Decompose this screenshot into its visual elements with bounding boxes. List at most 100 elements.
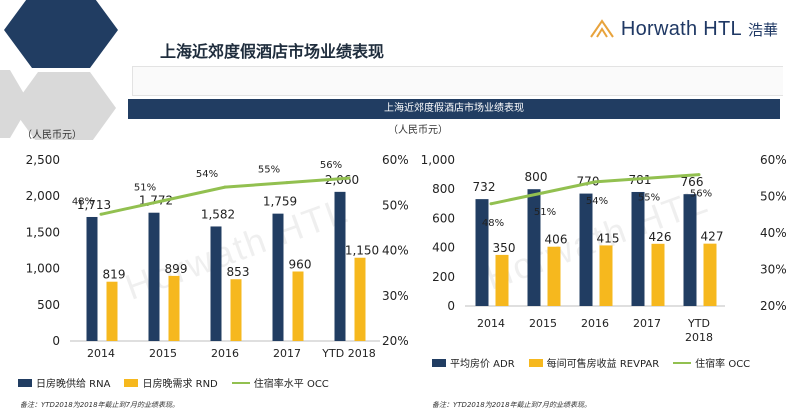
left-category-label: 2015 xyxy=(149,347,177,360)
left-y2-tick-label: 50% xyxy=(382,198,409,212)
left-y-tick-label: 1,500 xyxy=(26,225,60,239)
right-bar-navy-label: 732 xyxy=(473,180,496,194)
legend-item-rnd: 日房晚需求 RND xyxy=(124,375,218,390)
left-y-tick-label: 2,000 xyxy=(26,189,60,203)
right-bar-navy xyxy=(475,199,489,306)
right-bar-gold xyxy=(651,243,665,306)
left-unit-label: （人民币元） xyxy=(22,130,82,141)
right-occ-label: 48% xyxy=(482,218,504,229)
legend-line-green xyxy=(673,361,692,364)
right-bar-gold xyxy=(495,254,509,306)
right-unit-label: （人民币元） xyxy=(388,125,448,136)
right-bar-gold xyxy=(599,245,613,306)
right-bar-navy-label: 766 xyxy=(681,175,704,189)
right-bar-navy-label: 800 xyxy=(525,170,548,184)
legend-label-adr: 平均房价 ADR xyxy=(450,359,515,370)
right-chart-legend: 平均房价 ADR 每间可售房收益 REVPAR 住宿率 OCC xyxy=(432,355,764,370)
right-y2-tick-label: 60% xyxy=(760,153,787,167)
logo-text: Horwath HTL xyxy=(620,18,742,40)
left-category-label: 2016 xyxy=(211,347,239,360)
left-y-tick-label: 500 xyxy=(37,298,60,312)
legend-swatch-gold xyxy=(528,358,543,367)
left-bar-gold xyxy=(106,281,118,341)
left-occ-label: 56% xyxy=(320,160,342,171)
page-title: 上海近郊度假酒店市场业绩表现 xyxy=(160,42,385,61)
left-bar-gold xyxy=(168,275,180,341)
right-occ-point xyxy=(541,191,545,195)
left-category-label: 2017 xyxy=(273,347,301,360)
legend-swatch-gold xyxy=(124,378,139,387)
hexagon-navy xyxy=(4,0,118,68)
right-y-tick-label: 0 xyxy=(447,299,455,313)
legend-item-occ-right: 住宿率 OCC xyxy=(673,355,750,370)
logo-chinese-text: 浩華 xyxy=(747,21,778,39)
left-occ-label: 54% xyxy=(196,169,218,180)
right-category-label: 2014 xyxy=(477,317,505,330)
right-occ-point xyxy=(489,202,493,206)
left-occ-point xyxy=(347,176,351,180)
left-bar-navy-label: 1,582 xyxy=(201,207,235,221)
right-footnote: 备注：YTD2018为2018年截止到7月的业绩表现。 xyxy=(432,401,592,409)
right-bar-navy xyxy=(527,189,541,306)
left-bar-navy-label: 1,759 xyxy=(263,195,297,209)
brand-logo: Horwath HTL 浩華 xyxy=(589,18,778,41)
left-bar-navy xyxy=(272,213,284,341)
legend-label-revpar: 每间可售房收益 REVPAR xyxy=(546,359,660,370)
right-bar-gold-label: 350 xyxy=(493,241,516,255)
right-bar-gold-label: 406 xyxy=(545,233,568,247)
right-bar-gold-label: 427 xyxy=(701,230,724,244)
right-y-tick-label: 800 xyxy=(432,182,455,196)
legend-line-green xyxy=(231,381,250,384)
right-y-tick-label: 600 xyxy=(432,211,455,225)
right-occ-label: 51% xyxy=(534,207,556,218)
legend-swatch-navy xyxy=(18,378,32,387)
left-occ-label: 55% xyxy=(258,165,280,176)
left-bar-gold xyxy=(292,271,304,341)
left-bar-navy xyxy=(334,191,346,341)
right-y2-tick-label: 30% xyxy=(760,263,787,277)
left-bar-navy xyxy=(210,226,222,341)
legend-item-adr: 平均房价 ADR xyxy=(432,355,515,370)
left-bar-navy xyxy=(148,212,160,341)
legend-swatch-navy xyxy=(432,358,446,367)
left-bar-gold-label: 899 xyxy=(165,262,188,276)
left-bar-navy xyxy=(86,216,98,341)
hexagon-decoration xyxy=(0,0,118,140)
right-bar-gold-label: 426 xyxy=(649,230,672,244)
left-bar-gold xyxy=(354,257,366,341)
right-occ-point xyxy=(645,176,649,180)
right-occ-label: 56% xyxy=(690,189,712,200)
left-y2-tick-label: 30% xyxy=(382,289,409,303)
left-bar-gold-label: 1,150 xyxy=(345,244,379,258)
right-bar-navy xyxy=(683,194,697,306)
title-underline-box xyxy=(132,66,783,96)
left-occ-point xyxy=(161,199,165,203)
right-bar-navy xyxy=(579,193,593,306)
left-occ-label: 51% xyxy=(134,183,156,194)
left-bar-gold-label: 819 xyxy=(103,268,126,282)
right-category-label: 2016 xyxy=(581,317,609,330)
legend-label-occ-right: 住宿率 OCC xyxy=(695,359,751,370)
right-occ-point xyxy=(593,180,597,184)
left-occ-point xyxy=(99,212,103,216)
right-bar-gold xyxy=(703,243,717,306)
right-y2-tick-label: 50% xyxy=(760,190,787,204)
left-occ-point xyxy=(285,181,289,185)
left-y-tick-label: 0 xyxy=(52,334,60,348)
right-bar-navy xyxy=(631,191,645,306)
left-occ-label: 48% xyxy=(72,196,94,207)
left-category-label: YTD 2018 xyxy=(321,347,375,360)
right-occ-label: 54% xyxy=(586,196,608,207)
legend-label-occ: 住宿率水平 OCC xyxy=(253,379,329,390)
right-occ-label: 55% xyxy=(638,192,660,203)
right-bar-gold xyxy=(547,246,561,306)
right-y-tick-label: 1,000 xyxy=(421,153,455,167)
left-y2-tick-label: 60% xyxy=(382,153,409,167)
left-y-tick-label: 1,000 xyxy=(26,262,60,276)
left-y2-tick-label: 20% xyxy=(382,334,409,348)
left-category-label: 2014 xyxy=(87,347,115,360)
legend-item-occ: 住宿率水平 OCC xyxy=(231,375,329,390)
legend-label-rnd: 日房晚需求 RND xyxy=(142,379,218,390)
legend-label-rna: 日房晚供给 RNA xyxy=(36,379,111,390)
